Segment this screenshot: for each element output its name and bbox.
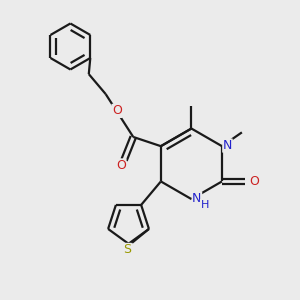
Text: N: N	[192, 192, 202, 205]
Text: H: H	[200, 200, 209, 210]
Text: N: N	[223, 139, 232, 152]
Text: O: O	[112, 104, 122, 117]
Text: O: O	[250, 175, 260, 188]
Text: O: O	[116, 159, 126, 172]
Text: S: S	[123, 243, 131, 256]
